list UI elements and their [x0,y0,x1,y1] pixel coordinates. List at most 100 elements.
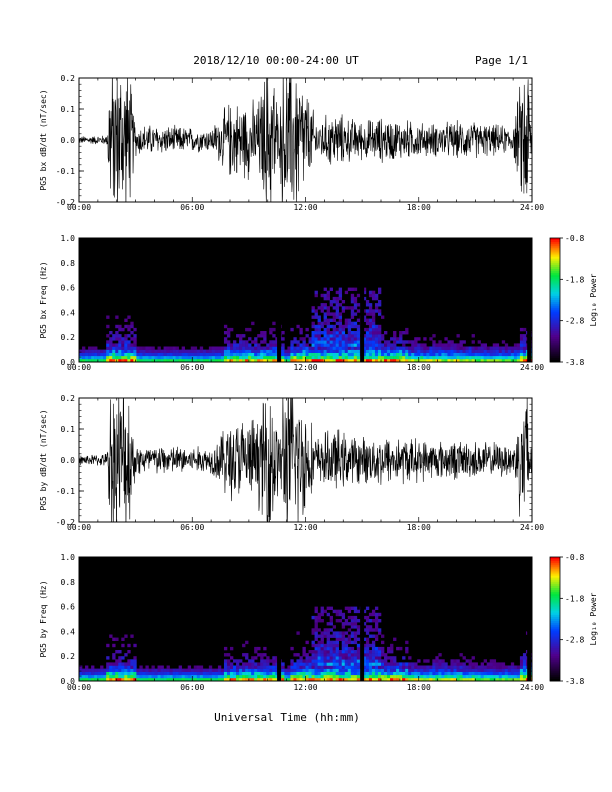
spectrogram-cell [468,674,472,679]
colorbar-segment [550,583,560,587]
spectrogram-cell [447,355,451,360]
colorbar-segment [550,658,560,661]
spectrogram-cell [317,355,321,360]
spectrogram-cell [459,671,463,676]
spectrogram-cell [305,659,309,663]
spectrogram-cell [374,309,379,313]
colorbar-segment [550,647,560,651]
spectrogram-cell [103,352,107,357]
spectrogram-cell [181,352,185,357]
spectrogram-cell [344,352,349,357]
spectrogram-cell [302,659,306,663]
spectrogram-cell [311,653,315,657]
spectrogram-cell [317,349,321,353]
spectrogram-cell [371,634,376,638]
spectrogram-cell [444,355,448,360]
spectrogram-cell [320,324,324,329]
spectrogram-cell [432,349,436,353]
spectrogram-cell [296,352,300,357]
spectrogram-cell [236,352,240,357]
spectrogram-cell [402,674,406,679]
spectrogram-cell [217,355,222,360]
spectrogram-cell [371,296,376,301]
colorbar-segment [550,588,560,591]
spectrogram-cell [399,674,403,679]
spectrogram-cell [211,352,216,357]
spectrogram-cell [353,306,358,310]
spectrogram-cell [109,674,113,679]
colorbar-segment [550,262,560,266]
spectrogram-cell [356,340,361,344]
spectrogram-cell [384,677,388,681]
spectrogram-cell [495,677,500,681]
spectrogram-cell [220,352,225,357]
spectrogram-cell [474,677,478,681]
spectrogram-cell [519,668,524,672]
spectrogram-cell [411,677,415,681]
spectrogram-cell [384,343,388,347]
spectrogram-cell [118,656,122,660]
spectrogram-cell [88,355,92,360]
spectrogram-cell [350,287,355,291]
spectrogram-cell [317,612,321,617]
spectrogram-cell [311,671,315,676]
spectrogram-cell [245,346,249,350]
spectrogram-cell [124,671,128,676]
spectrogram-cell [260,349,264,353]
data-gap [360,238,365,362]
spectrogram-cell [338,612,343,617]
spectrogram-cell [260,653,264,657]
spectrogram-cell [396,646,400,651]
spectrogram-cell [498,358,503,362]
spectrogram-cell [371,612,376,617]
spectrogram-cell [405,662,409,666]
spectrogram-cell [393,346,397,350]
spectrogram-cell [350,656,355,660]
spectrogram-cell [329,343,333,347]
spectrogram-cell [453,358,457,362]
colorbar-segment [550,300,560,303]
spectrogram-cell [504,352,509,357]
spectrogram-cell [103,668,107,672]
spectrogram-cell [257,653,261,657]
spectrogram-cell [323,331,327,335]
spectrogram-cell [85,677,89,681]
spectrogram-cell [435,656,439,660]
spectrogram-cell [314,331,318,335]
spectrogram-cell [187,349,192,353]
spectrogram-cell [314,334,318,338]
spectrogram-cell [220,346,225,350]
spectrogram-cell [223,653,228,657]
spectrogram-cell [121,327,125,332]
spectrogram-cell [522,349,527,353]
spectrogram-cell [411,665,415,669]
colorbar-segment [550,306,560,309]
spectrogram-cell [486,355,491,360]
colorbar-segment [550,264,560,268]
spectrogram-cell [435,662,439,666]
spectrogram-cell [230,358,234,362]
spectrogram-cell [377,659,382,663]
spectrogram-cell [317,343,321,347]
spectrogram-cell [124,324,128,329]
spectrogram-cell [112,653,116,657]
spectrogram-cell [112,337,116,341]
spectrogram-cell [423,665,427,669]
spectrogram-cell [163,668,167,672]
spectrogram-cell [341,612,346,617]
spectrogram-cell [226,340,231,344]
spectrogram-cell [368,665,373,669]
spectrogram-cell [350,677,355,681]
spectrogram-cell [399,646,403,651]
spectrogram-cell [356,619,361,623]
spectrogram-cell [166,665,170,669]
spectrogram-cell [320,309,324,313]
spectrogram-cell [266,668,270,672]
spectrogram-cell [510,662,515,666]
spectrogram-cell [106,315,110,319]
colorbar-segment [550,359,560,363]
spectrogram-cell [405,671,409,676]
spectrogram-cell [329,640,333,645]
spectrogram-cell [414,343,418,347]
spectrogram-cell [269,671,273,676]
